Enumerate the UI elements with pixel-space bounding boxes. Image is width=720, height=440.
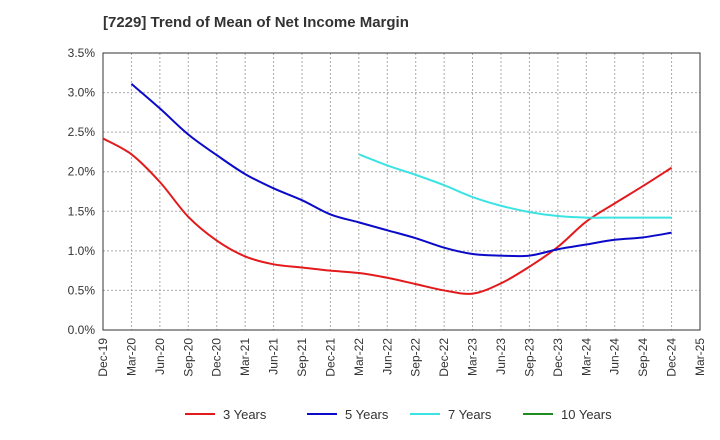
x-tick-label: Jun-23 [494,338,508,375]
y-tick-label: 3.5% [68,46,96,60]
x-tick-label: Dec-21 [323,338,337,377]
x-tick-label: Dec-22 [437,338,451,377]
x-tick-label: Sep-23 [522,338,536,377]
x-tick-label: Jun-24 [608,338,622,375]
y-tick-label: 3.0% [68,86,96,100]
legend-label-3-years: 3 Years [223,407,267,422]
x-tick-label: Dec-19 [96,338,110,377]
y-tick-label: 2.0% [68,165,96,179]
y-tick-label: 1.5% [68,204,96,218]
y-tick-label: 1.0% [68,244,96,258]
x-tick-label: Sep-21 [295,338,309,377]
x-tick-label: Sep-22 [409,338,423,377]
x-tick-label: Sep-24 [636,338,650,377]
series-line-7-years [358,153,672,219]
x-tick-label: Mar-20 [124,338,138,376]
x-tick-label: Mar-23 [466,338,480,376]
plot-frame [102,52,701,331]
chart-title: [7229] Trend of Mean of Net Income Margi… [103,14,409,31]
x-tick-label: Jun-21 [267,338,281,375]
x-tick-label: Jun-22 [380,338,394,375]
y-tick-label: 2.5% [68,125,96,139]
legend-label-7-years: 7 Years [448,407,492,422]
legend-label-10-years: 10 Years [561,407,612,422]
x-tick-label: Jun-20 [153,338,167,375]
y-tick-label: 0.5% [68,283,96,297]
x-tick-label: Mar-25 [693,338,707,376]
x-tick-label: Dec-23 [551,338,565,377]
x-tick-label: Mar-21 [238,338,252,376]
series-line-3-years [102,137,673,295]
plot-area [103,53,700,330]
x-tick-label: Dec-20 [210,338,224,377]
x-tick-label: Mar-24 [579,338,593,376]
x-tick-label: Mar-22 [352,338,366,376]
series-line-5-years [130,83,672,258]
legend-label-5-years: 5 Years [345,407,389,422]
y-tick-label: 0.0% [68,323,96,337]
x-tick-label: Sep-20 [181,338,195,377]
x-tick-label: Dec-24 [665,338,679,377]
